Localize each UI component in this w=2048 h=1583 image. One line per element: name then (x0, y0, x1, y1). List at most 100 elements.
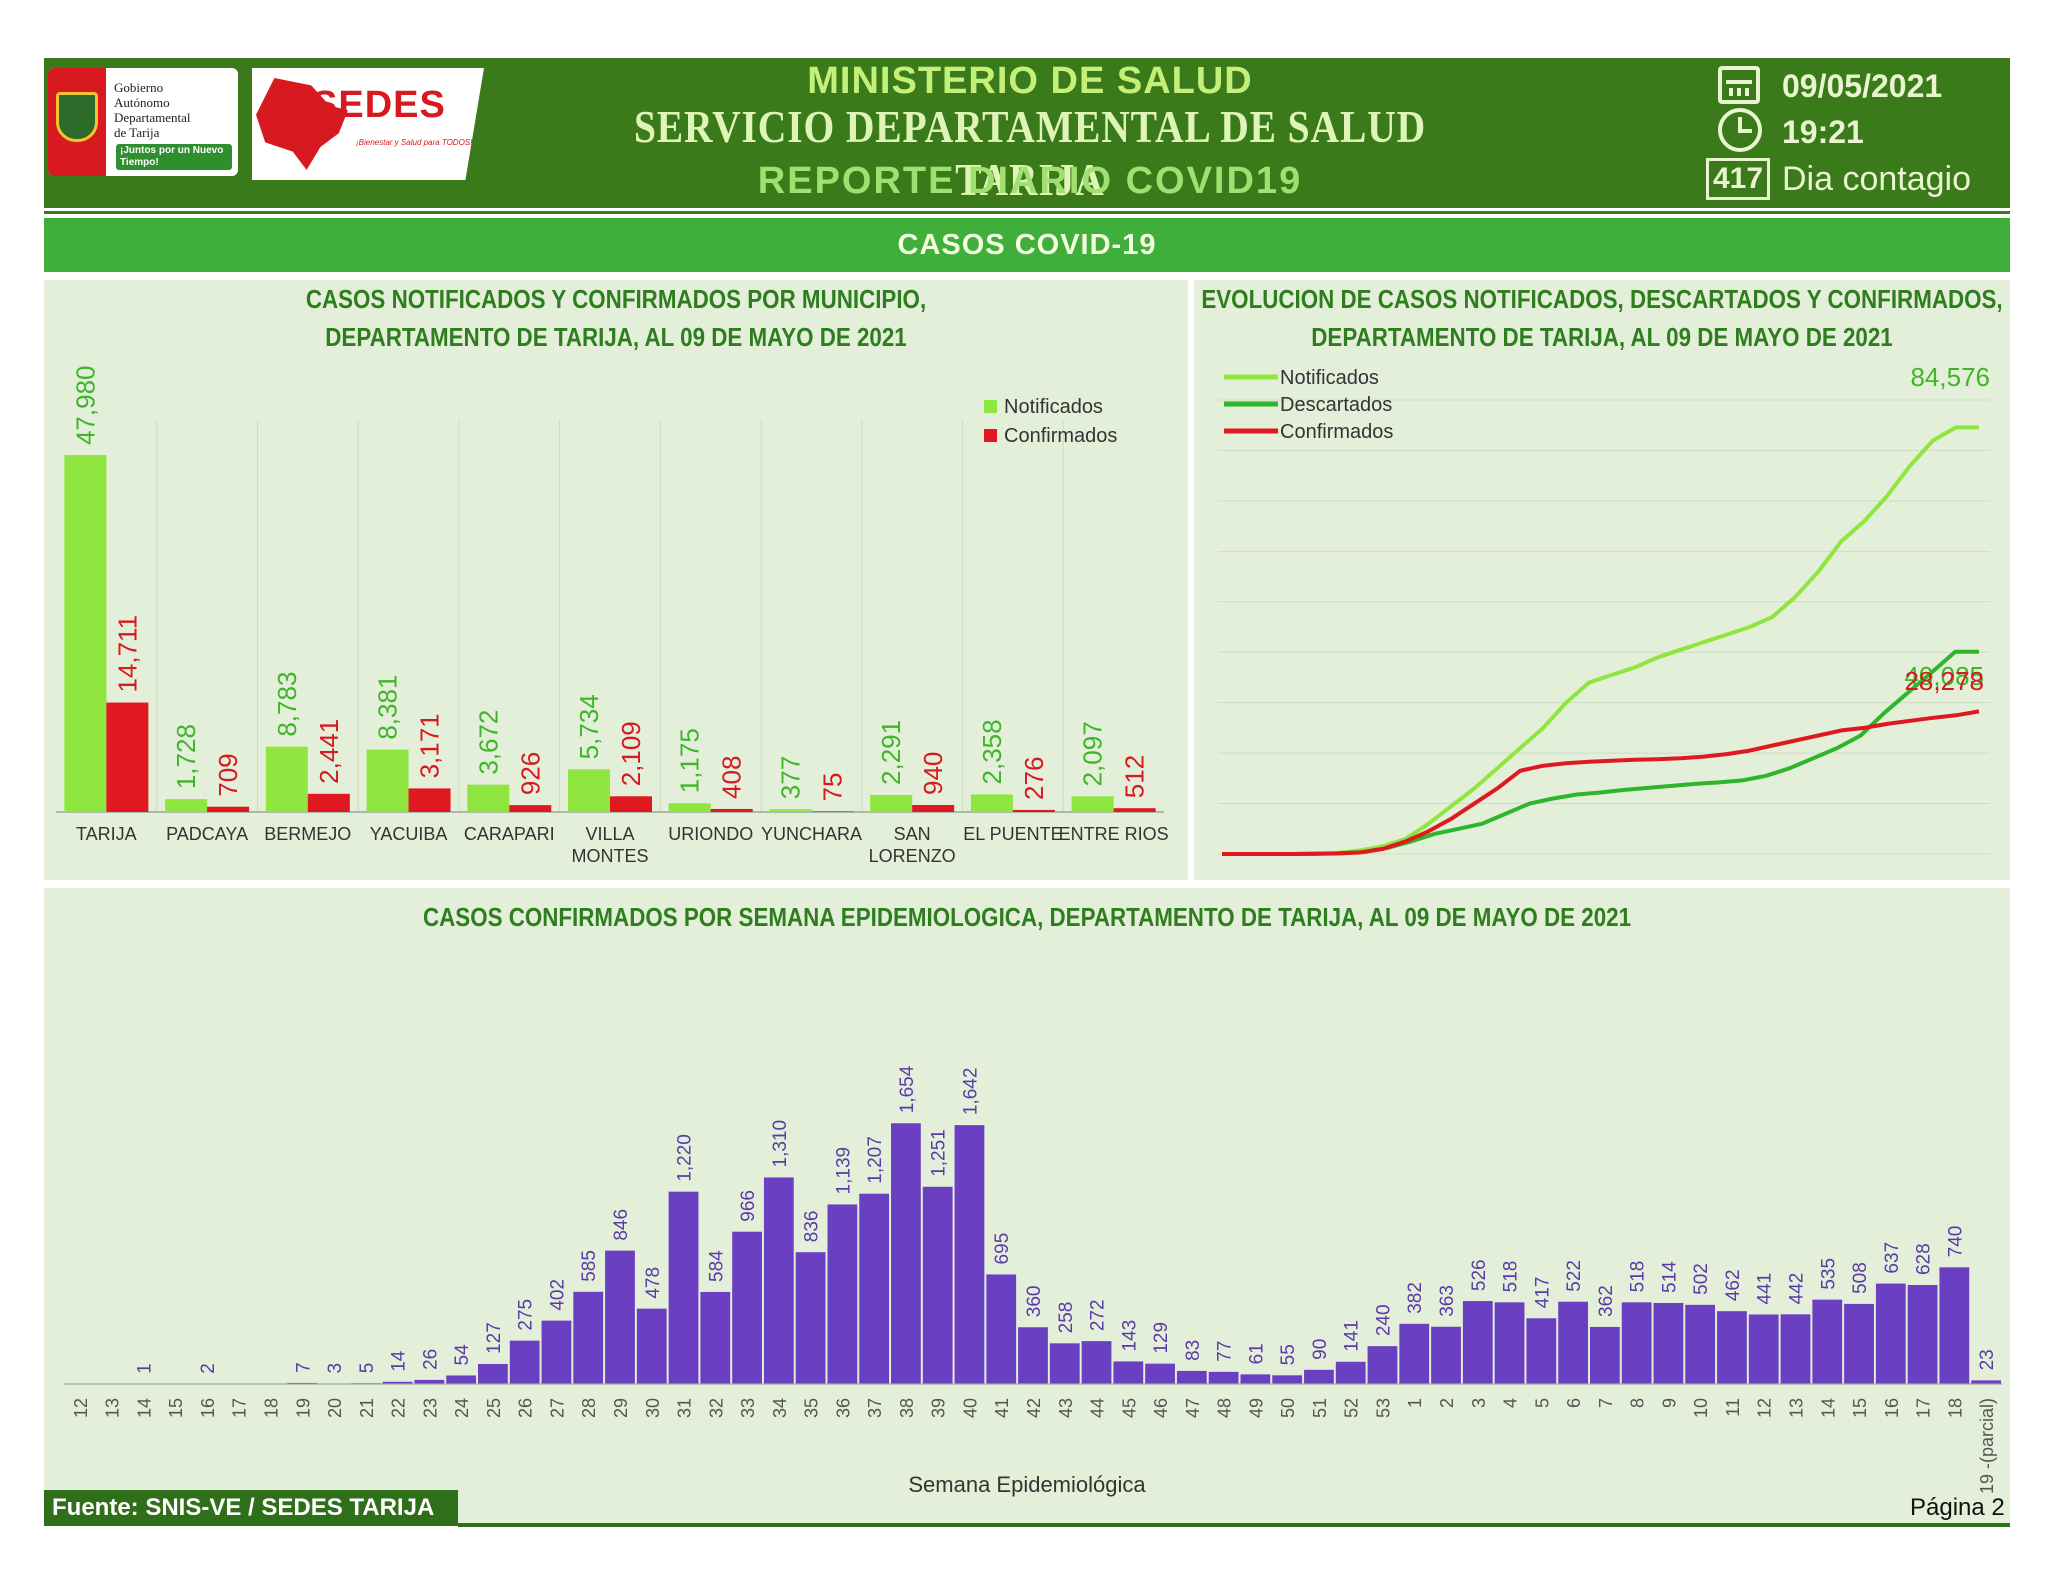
week-data-label: 417 (1532, 1277, 1553, 1309)
week-bar (1494, 1302, 1525, 1384)
bar-confirmados (106, 702, 149, 812)
legend-swatch-notificados (984, 400, 997, 413)
category-label: EL PUENTE (963, 824, 1062, 844)
week-tick-label: 13 (103, 1398, 123, 1418)
week-tick-label: 14 (134, 1398, 154, 1418)
week-tick-label: 18 (1945, 1398, 1965, 1418)
week-tick-label: 16 (1882, 1398, 1902, 1418)
week-tick-label: 52 (1342, 1398, 1362, 1418)
week-data-label: 508 (1850, 1262, 1871, 1294)
bar-data-label: 2,291 (876, 720, 906, 785)
week-data-label: 7 (293, 1362, 314, 1373)
week-tick-label: 47 (1183, 1398, 1203, 1418)
week-data-label: 836 (802, 1211, 823, 1243)
bar-confirmados (811, 811, 854, 812)
week-bar (1748, 1314, 1779, 1384)
week-bar (1907, 1284, 1938, 1384)
week-data-label: 61 (1246, 1343, 1267, 1364)
week-data-label: 1,207 (865, 1136, 886, 1184)
line-confirmados (1222, 709, 1980, 856)
week-data-label: 2 (198, 1363, 219, 1374)
ministry-title: MINISTERIO DE SALUD (807, 60, 1253, 102)
week-data-label: 240 (1373, 1304, 1394, 1336)
week-data-label: 363 (1437, 1285, 1458, 1317)
bar-data-label: 14,711 (112, 615, 142, 693)
week-tick-label: 17 (230, 1398, 250, 1418)
week-data-label: 54 (452, 1344, 473, 1366)
week-data-label: 628 (1914, 1243, 1935, 1275)
week-data-label: 584 (706, 1250, 727, 1282)
week-bar (1304, 1369, 1334, 1384)
week-tick-label: 15 (166, 1398, 186, 1418)
week-bar (636, 1308, 667, 1384)
report-date: 09/05/2021 (1782, 68, 1943, 104)
week-tick-label: 20 (325, 1398, 345, 1418)
bar-notificados (769, 809, 812, 812)
legend-label: Confirmados (1280, 421, 1393, 443)
week-data-label: 127 (484, 1322, 505, 1354)
footer-divider (458, 1523, 2010, 1527)
week-data-label: 362 (1596, 1285, 1617, 1317)
week-tick-label: 37 (865, 1398, 885, 1418)
category-label: URIONDO (668, 824, 753, 844)
week-data-label: 637 (1882, 1242, 1903, 1274)
week-bar (1049, 1343, 1080, 1384)
week-tick-label: 1 (1405, 1398, 1425, 1408)
week-data-label: 514 (1659, 1261, 1680, 1293)
bar-notificados (568, 769, 610, 812)
sedes-logo: SEDES ¡Bienestar y Salud para TODOS! (252, 68, 484, 180)
week-data-label: 272 (1088, 1299, 1109, 1331)
bar-notificados (467, 784, 510, 812)
logo-gob-slogan: ¡Juntos por un Nuevo Tiempo! (116, 144, 232, 170)
week-tick-label: 19 (293, 1398, 313, 1418)
week-tick-label: 38 (897, 1398, 917, 1418)
week-data-label: 77 (1215, 1341, 1236, 1362)
legend-label: Notificados (1004, 396, 1103, 418)
week-data-label: 143 (1119, 1320, 1140, 1352)
bar-confirmados (912, 805, 955, 812)
week-bar (922, 1186, 953, 1384)
week-bar (954, 1125, 985, 1384)
week-data-label: 966 (738, 1190, 759, 1222)
category-label: MONTES (571, 846, 648, 866)
week-tick-label: 25 (484, 1398, 504, 1418)
bar-confirmados (610, 796, 652, 812)
category-label: BERMEJO (264, 824, 351, 844)
week-tick-label: 5 (1532, 1398, 1552, 1408)
week-tick-label: 33 (738, 1398, 758, 1418)
week-tick-label: 29 (611, 1398, 631, 1418)
x-axis-title: Semana Epidemiológica (908, 1472, 1146, 1497)
bar-data-label: 408 (717, 756, 747, 799)
week-data-label: 695 (992, 1233, 1013, 1265)
week-tick-label: 41 (992, 1398, 1012, 1418)
end-label-notificados: 84,576 (1910, 362, 1990, 392)
bar-data-label: 2,441 (314, 719, 344, 784)
week-tick-label: 28 (579, 1398, 599, 1418)
week-bar (795, 1252, 826, 1384)
week-tick-label: 11 (1723, 1398, 1743, 1417)
bar-data-label: 2,097 (1078, 721, 1108, 786)
week-tick-label: 53 (1373, 1398, 1393, 1418)
week-bar (1812, 1299, 1843, 1384)
week-data-label: 442 (1786, 1273, 1807, 1305)
week-data-label: 83 (1183, 1340, 1204, 1361)
week-tick-label: 26 (516, 1398, 536, 1418)
bar-data-label: 276 (1019, 757, 1049, 800)
week-bar (1462, 1301, 1493, 1384)
section-band: CASOS COVID-19 (44, 218, 2010, 272)
category-label: SAN (894, 824, 931, 844)
bar-data-label: 3,672 (473, 710, 503, 775)
bar-data-label: 1,728 (171, 724, 201, 789)
week-bar (1145, 1363, 1175, 1384)
week-tick-label: 48 (1215, 1398, 1235, 1418)
bar-data-label: 512 (1120, 755, 1150, 798)
bar-notificados (366, 749, 409, 812)
week-bar (414, 1379, 445, 1384)
week-data-label: 382 (1405, 1282, 1426, 1314)
category-label: TARIJA (76, 824, 137, 844)
report-title: REPORTE DIARIO COVID19 (757, 160, 1303, 202)
week-tick-label: 12 (71, 1398, 91, 1418)
week-tick-label: 50 (1278, 1398, 1298, 1418)
week-bar (446, 1375, 477, 1384)
